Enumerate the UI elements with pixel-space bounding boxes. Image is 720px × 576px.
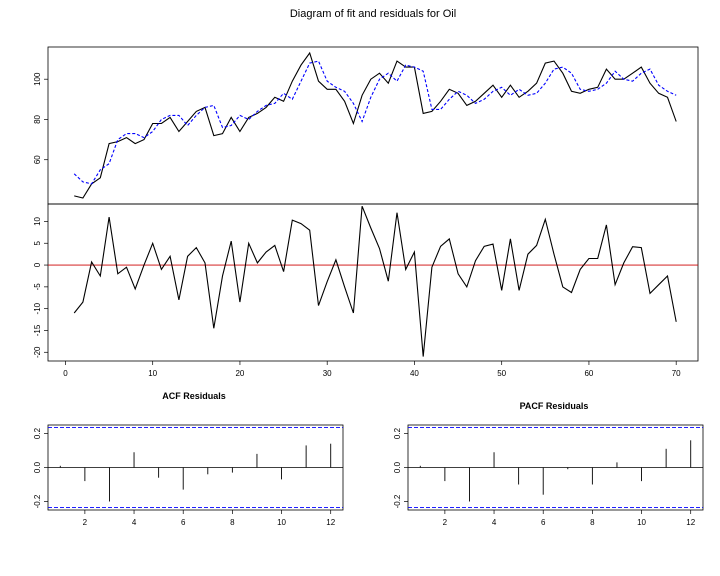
residual-x-tick-label: 60 — [584, 369, 593, 378]
pacf-y-tick-label: -0.2 — [393, 494, 402, 508]
residual-x-tick-label: 40 — [410, 369, 419, 378]
fit-y-tick-label: 80 — [33, 114, 42, 123]
residual-y-tick-label: -5 — [33, 283, 42, 291]
fit-panel-frame — [47, 46, 699, 205]
pacf-x-tick-label: 6 — [541, 518, 546, 527]
acf-x-tick-label: 2 — [83, 518, 88, 527]
pacf-y-tick-label: 0.0 — [393, 461, 402, 473]
residual-y-tick-label: 0 — [33, 262, 42, 267]
acf-y-tick-label: 0.2 — [33, 427, 42, 439]
acf-title: ACF Residuals — [162, 391, 226, 401]
acf-x-tick-label: 8 — [230, 518, 235, 527]
acf-x-tick-label: 6 — [181, 518, 186, 527]
residual-line — [73, 205, 677, 357]
residual-y-tick-label: -15 — [33, 324, 42, 336]
chart-title: Diagram of fit and residuals for Oil — [290, 8, 456, 20]
fit-y-tick-label: 100 — [33, 72, 42, 86]
residual-x-tick-label: 50 — [497, 369, 506, 378]
residual-y-tick-label: -10 — [33, 302, 42, 314]
acf-x-tick-label: 10 — [277, 518, 286, 527]
residual-y-tick-label: 5 — [33, 240, 42, 245]
residual-y-tick-label: -20 — [33, 346, 42, 358]
residual-x-tick-label: 0 — [63, 369, 68, 378]
acf-y-tick-label: -0.2 — [33, 494, 42, 508]
pacf-y-tick-label: 0.2 — [393, 427, 402, 439]
pacf-x-tick-label: 8 — [590, 518, 595, 527]
pacf-x-tick-label: 12 — [686, 518, 695, 527]
fit-fitted-line — [73, 60, 677, 185]
fit-y-tick-label: 60 — [33, 155, 42, 164]
pacf-title: PACF Residuals — [520, 401, 589, 411]
residual-x-tick-label: 70 — [672, 369, 681, 378]
acf-x-tick-label: 4 — [132, 518, 137, 527]
residual-y-tick-label: 10 — [33, 216, 42, 225]
residual-panel-frame — [47, 203, 699, 362]
acf-x-tick-label: 12 — [326, 518, 335, 527]
fit-actual-line — [74, 51, 677, 199]
residual-x-tick-label: 30 — [323, 369, 332, 378]
pacf-x-tick-label: 4 — [492, 518, 497, 527]
pacf-x-tick-label: 10 — [637, 518, 646, 527]
acf-y-tick-label: 0.0 — [33, 461, 42, 473]
residual-x-tick-label: 20 — [235, 369, 244, 378]
residual-x-tick-label: 10 — [148, 369, 157, 378]
pacf-x-tick-label: 2 — [443, 518, 448, 527]
